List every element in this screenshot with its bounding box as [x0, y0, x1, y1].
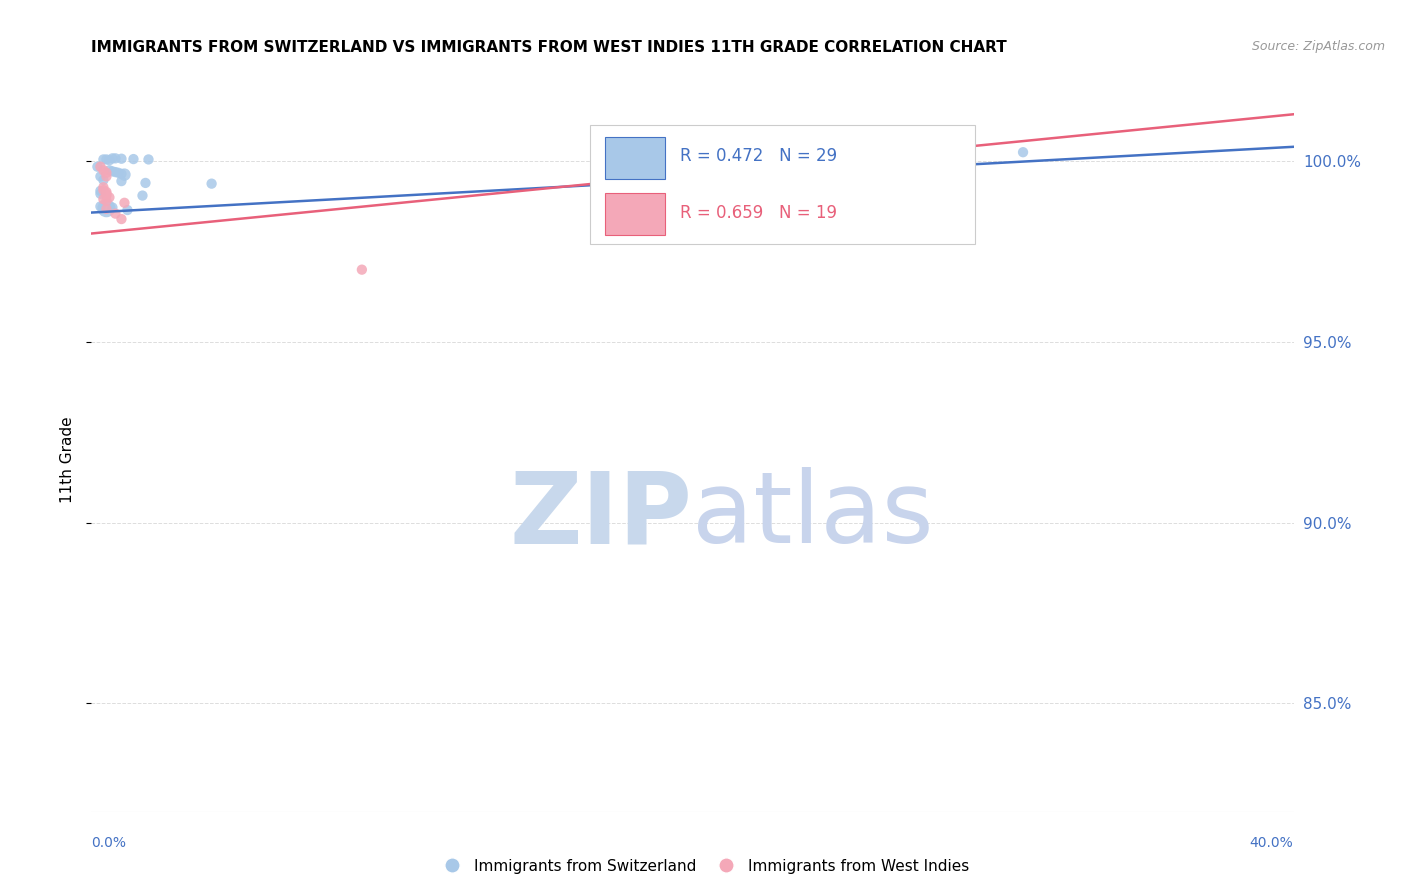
Text: 0.0%: 0.0% — [91, 836, 127, 850]
Point — [131, 188, 153, 202]
Point — [93, 192, 115, 206]
Point — [110, 152, 132, 166]
Point — [110, 174, 132, 188]
Y-axis label: 11th Grade: 11th Grade — [59, 416, 75, 503]
Point — [93, 173, 115, 187]
Point — [89, 169, 111, 184]
Point — [89, 186, 111, 201]
Bar — [605, 136, 665, 178]
Point — [93, 163, 115, 178]
Point — [741, 153, 763, 168]
Text: atlas: atlas — [692, 467, 934, 565]
Point — [138, 153, 160, 167]
Text: 40.0%: 40.0% — [1250, 836, 1294, 850]
Point — [93, 153, 115, 167]
Text: R = 0.659   N = 19: R = 0.659 N = 19 — [681, 204, 838, 222]
Point — [350, 262, 373, 277]
Point — [96, 194, 118, 208]
Text: ZIP: ZIP — [509, 467, 692, 565]
Text: R = 0.472   N = 29: R = 0.472 N = 29 — [681, 147, 838, 165]
Text: Source: ZipAtlas.com: Source: ZipAtlas.com — [1251, 40, 1385, 54]
Point — [98, 190, 121, 204]
Point — [104, 207, 127, 221]
Point — [96, 201, 118, 215]
Text: IMMIGRANTS FROM SWITZERLAND VS IMMIGRANTS FROM WEST INDIES 11TH GRADE CORRELATIO: IMMIGRANTS FROM SWITZERLAND VS IMMIGRANT… — [91, 40, 1007, 55]
Point — [89, 184, 111, 198]
Point — [89, 160, 111, 174]
Point — [86, 160, 108, 174]
Point — [98, 163, 121, 178]
Point — [96, 188, 118, 202]
Point — [201, 177, 224, 191]
Point — [93, 180, 115, 194]
Point — [110, 212, 132, 227]
Point — [101, 164, 124, 178]
Point — [114, 195, 136, 210]
Legend: Immigrants from Switzerland, Immigrants from West Indies: Immigrants from Switzerland, Immigrants … — [430, 853, 976, 880]
Point — [96, 153, 118, 167]
Point — [101, 201, 124, 215]
Point — [110, 167, 132, 181]
Point — [1012, 145, 1035, 160]
Point — [96, 186, 118, 201]
Point — [862, 155, 884, 169]
Point — [101, 152, 124, 166]
Point — [681, 153, 703, 167]
Point — [107, 166, 129, 180]
Point — [104, 152, 127, 166]
Point — [96, 166, 118, 180]
FancyBboxPatch shape — [591, 125, 974, 244]
Point — [96, 169, 118, 184]
Point — [89, 199, 111, 213]
Point — [93, 183, 115, 197]
Point — [104, 165, 127, 179]
Point — [122, 152, 145, 166]
Point — [134, 176, 156, 190]
Bar — [605, 193, 665, 235]
Point — [117, 202, 139, 217]
Point — [114, 168, 136, 182]
Point — [98, 153, 121, 168]
Point — [96, 185, 118, 199]
Point — [96, 202, 118, 216]
